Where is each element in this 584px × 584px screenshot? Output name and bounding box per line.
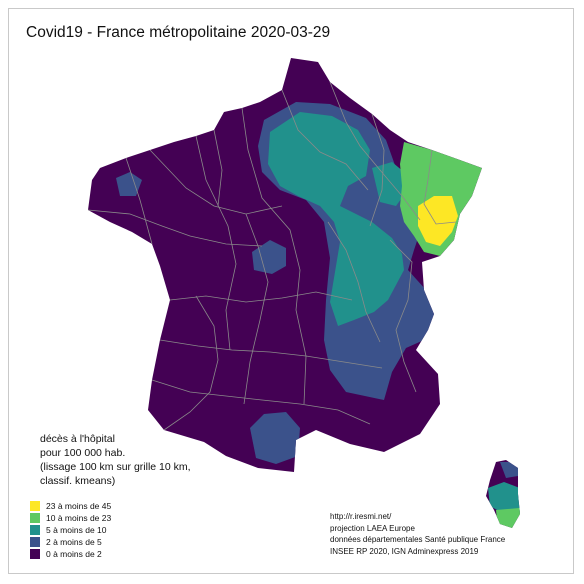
class-10-area xyxy=(268,112,404,326)
class-10-area xyxy=(488,482,520,514)
map-title: Covid19 - France métropolitaine 2020-03-… xyxy=(26,24,331,41)
legend-heading-line: décès à l'hôpital xyxy=(40,433,115,445)
class-5-area xyxy=(252,240,286,274)
corsica xyxy=(486,460,520,528)
class-23-area xyxy=(496,508,520,528)
credit-line: INSEE RP 2020, IGN Adminexpress 2019 xyxy=(330,546,479,556)
legend-heading: décès à l'hôpital pour 100 000 hab. (lis… xyxy=(40,432,191,488)
legend-swatch xyxy=(30,513,40,523)
map-frame xyxy=(8,8,574,574)
legend-label: 2 à moins de 5 xyxy=(46,537,102,547)
legend-entry: 10 à moins de 23 xyxy=(30,512,111,524)
class-5-area xyxy=(250,412,300,464)
class-45-area xyxy=(418,196,458,246)
credit-line: http://r.iresmi.net/ xyxy=(330,512,392,521)
class-5-area xyxy=(500,462,518,478)
credits: http://r.iresmi.net/ projection LAEA Eur… xyxy=(330,511,505,557)
legend-swatch xyxy=(30,537,40,547)
class-5-area xyxy=(116,172,142,196)
legend-swatch xyxy=(30,549,40,559)
credit-line: projection LAEA Europe xyxy=(330,523,415,533)
legend-entry: 5 à moins de 10 xyxy=(30,524,111,536)
legend-label: 0 à moins de 2 xyxy=(46,549,102,559)
legend-label: 10 à moins de 23 xyxy=(46,513,112,523)
legend-heading-line: pour 100 000 hab. xyxy=(40,447,126,459)
legend-label: 23 à moins de 45 xyxy=(46,501,112,511)
department-borders xyxy=(88,81,457,431)
legend-heading-line: classif. kmeans) xyxy=(40,475,116,487)
legend: 23 à moins de 45 10 à moins de 23 5 à mo… xyxy=(30,500,111,560)
mainland-france xyxy=(88,58,482,472)
legend-entry: 2 à moins de 5 xyxy=(30,536,111,548)
legend-entry: 23 à moins de 45 xyxy=(30,500,111,512)
legend-swatch xyxy=(30,501,40,511)
legend-heading-line: (lissage 100 km sur grille 10 km, xyxy=(40,461,191,473)
credit-line: données départementales Santé publique F… xyxy=(330,535,506,544)
legend-swatch xyxy=(30,525,40,535)
legend-entry: 0 à moins de 2 xyxy=(30,548,111,560)
legend-label: 5 à moins de 10 xyxy=(46,525,107,535)
